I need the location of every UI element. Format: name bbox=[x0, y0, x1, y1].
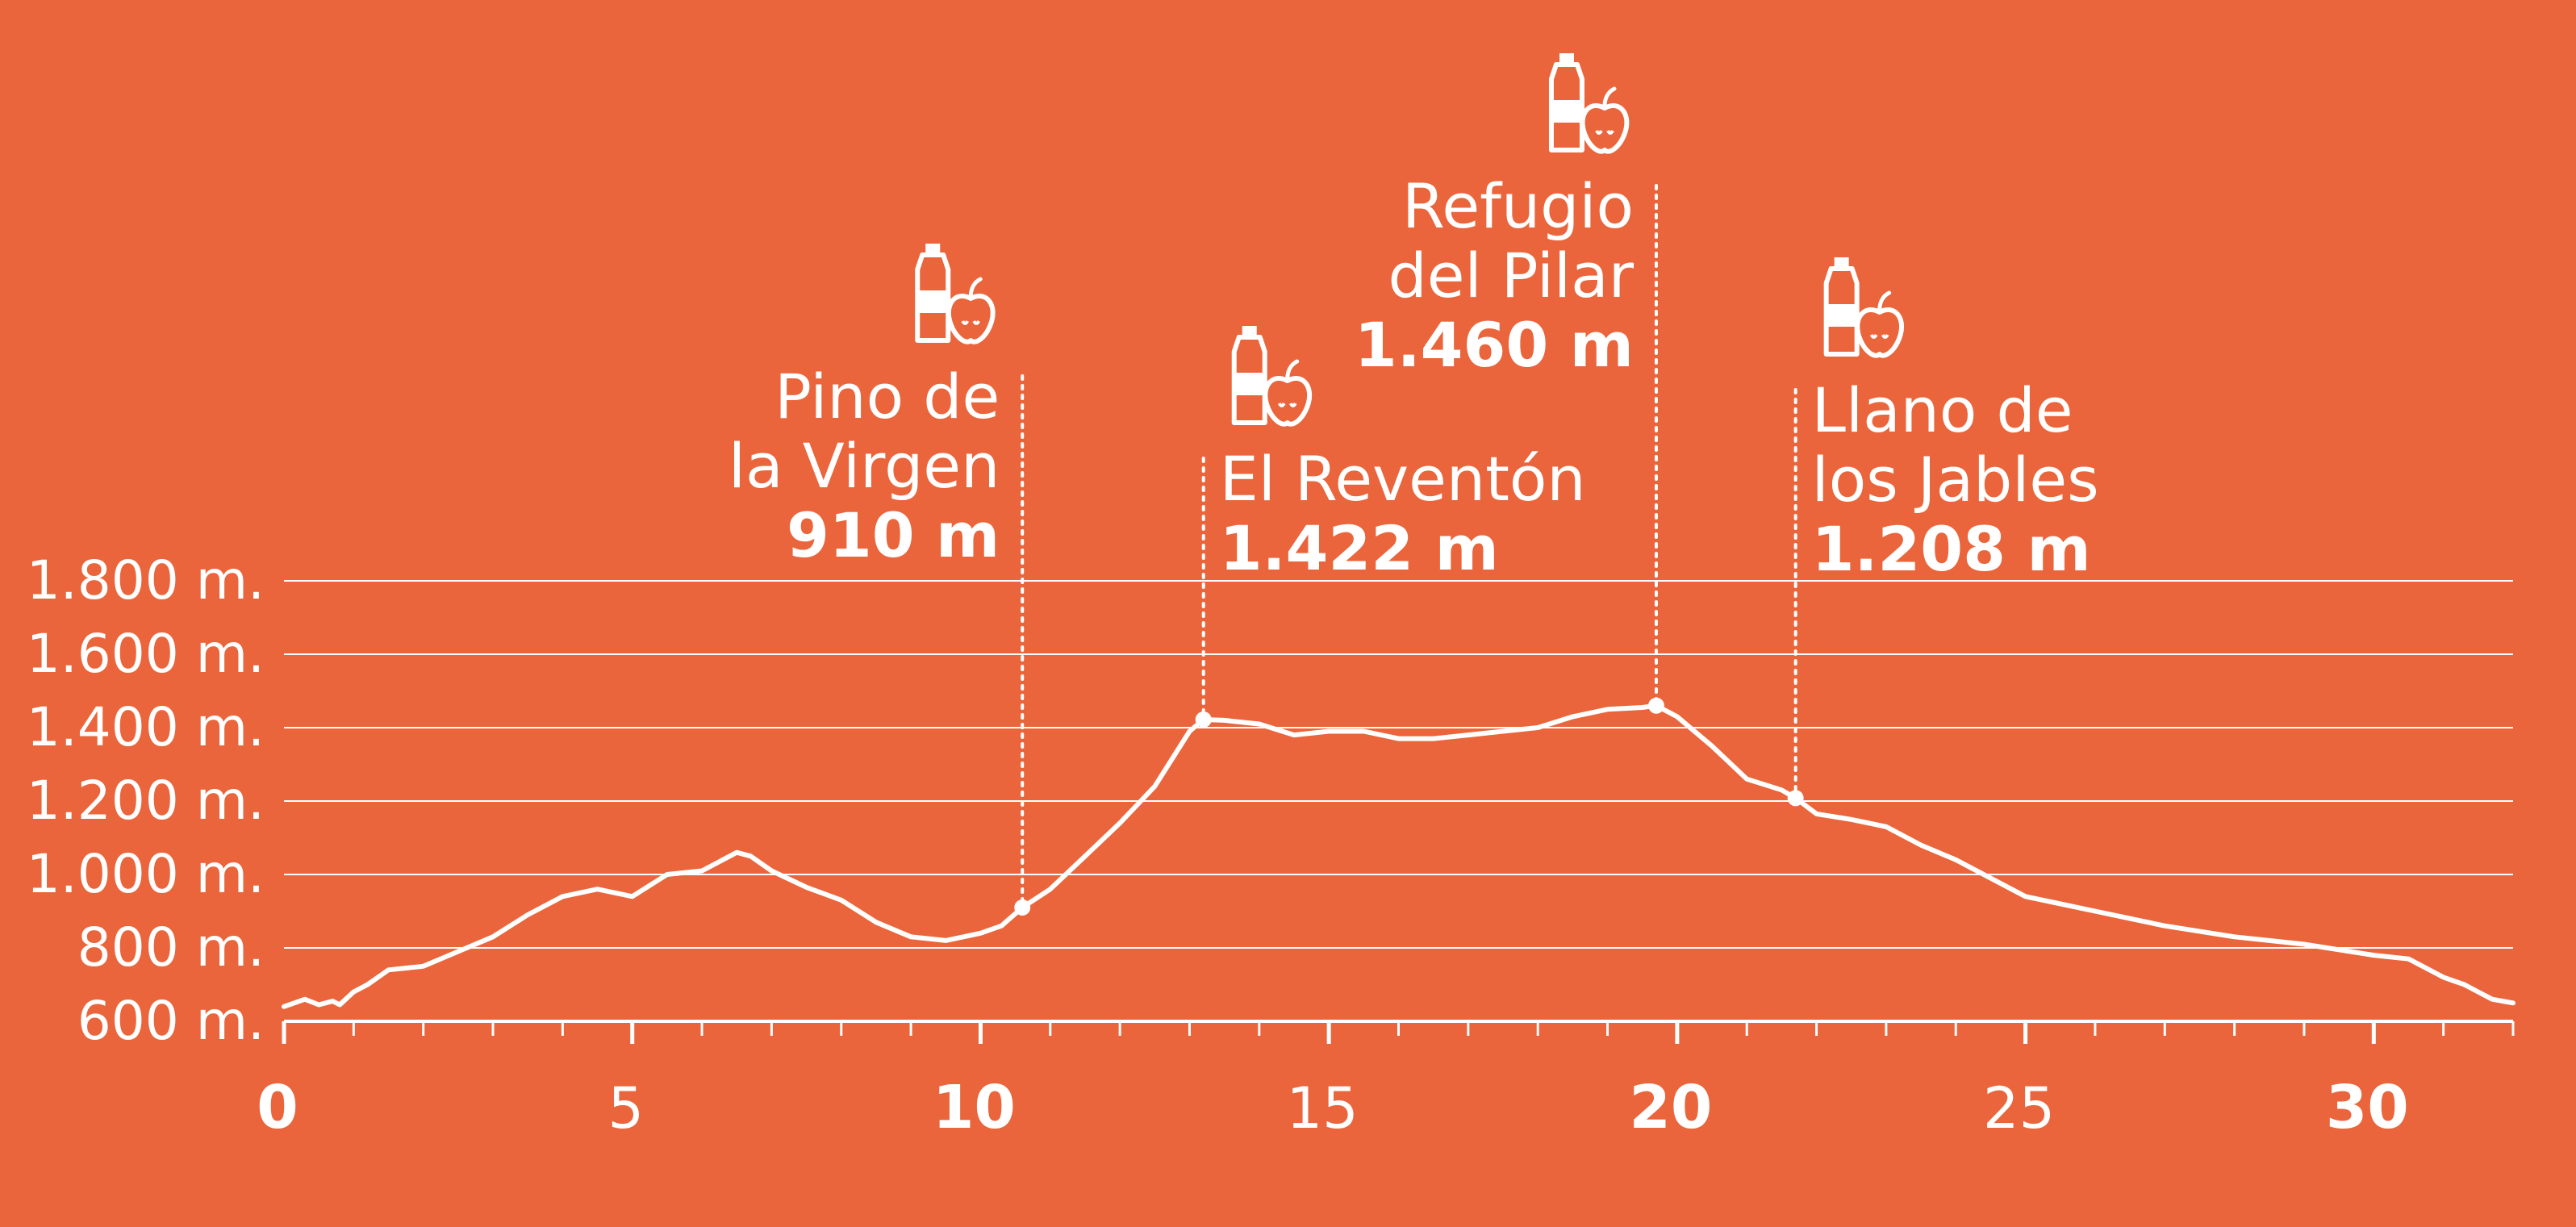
poi-name: Llano de bbox=[1812, 374, 2073, 446]
poi-name: del Pilar bbox=[1388, 240, 1634, 311]
poi-altitude: 910 m bbox=[787, 499, 1000, 571]
poi-name: Refugio bbox=[1402, 170, 1634, 242]
y-tick-label: 1.000 m. bbox=[27, 843, 265, 905]
x-tick-label: 25 bbox=[1983, 1075, 2055, 1141]
y-tick-label: 1.800 m. bbox=[27, 549, 265, 611]
x-tick-label: 10 bbox=[933, 1073, 1016, 1142]
poi-dot bbox=[1787, 790, 1804, 807]
poi-altitude: 1.460 m bbox=[1355, 309, 1634, 381]
x-tick-label: 15 bbox=[1287, 1075, 1359, 1141]
water-bottle-apple-icon bbox=[1548, 53, 1630, 154]
y-tick-label: 1.600 m. bbox=[27, 623, 265, 685]
x-tick-label: 20 bbox=[1629, 1073, 1712, 1142]
poi-dot bbox=[1195, 711, 1212, 728]
y-axis: 600 m. 800 m. 1.000 m. 1.200 m. 1.400 m. 1.60… bbox=[27, 549, 265, 1052]
y-tick-label: 1.400 m. bbox=[27, 696, 265, 758]
poi-dot bbox=[1647, 697, 1664, 714]
x-axis: 0 5 10 15 20 25 30 bbox=[257, 1020, 2515, 1142]
x-tick-label: 0 bbox=[257, 1073, 299, 1142]
poi-name: los Jables bbox=[1812, 444, 2099, 515]
y-tick-label: 1.200 m. bbox=[27, 770, 265, 832]
y-tick-label: 800 m. bbox=[77, 916, 265, 979]
water-bottle-apple-icon bbox=[1231, 326, 1313, 427]
poi-name: El Reventón bbox=[1220, 443, 1586, 515]
poi-name: Pino de bbox=[774, 361, 1000, 432]
y-tick-label: 600 m. bbox=[77, 990, 265, 1052]
water-bottle-apple-icon bbox=[1823, 257, 1904, 358]
grid-lines bbox=[284, 580, 2513, 949]
x-tick-label: 30 bbox=[2326, 1073, 2409, 1142]
poi-name: la Virgen bbox=[729, 430, 1000, 502]
water-bottle-apple-icon bbox=[915, 244, 996, 344]
elevation-series bbox=[282, 703, 2515, 1009]
poi-altitude: 1.208 m bbox=[1812, 513, 2091, 585]
poi-altitude: 1.422 m bbox=[1220, 512, 1499, 584]
elevation-line bbox=[282, 703, 2515, 1009]
poi-dot bbox=[1014, 899, 1031, 916]
x-tick-label: 5 bbox=[607, 1075, 644, 1141]
